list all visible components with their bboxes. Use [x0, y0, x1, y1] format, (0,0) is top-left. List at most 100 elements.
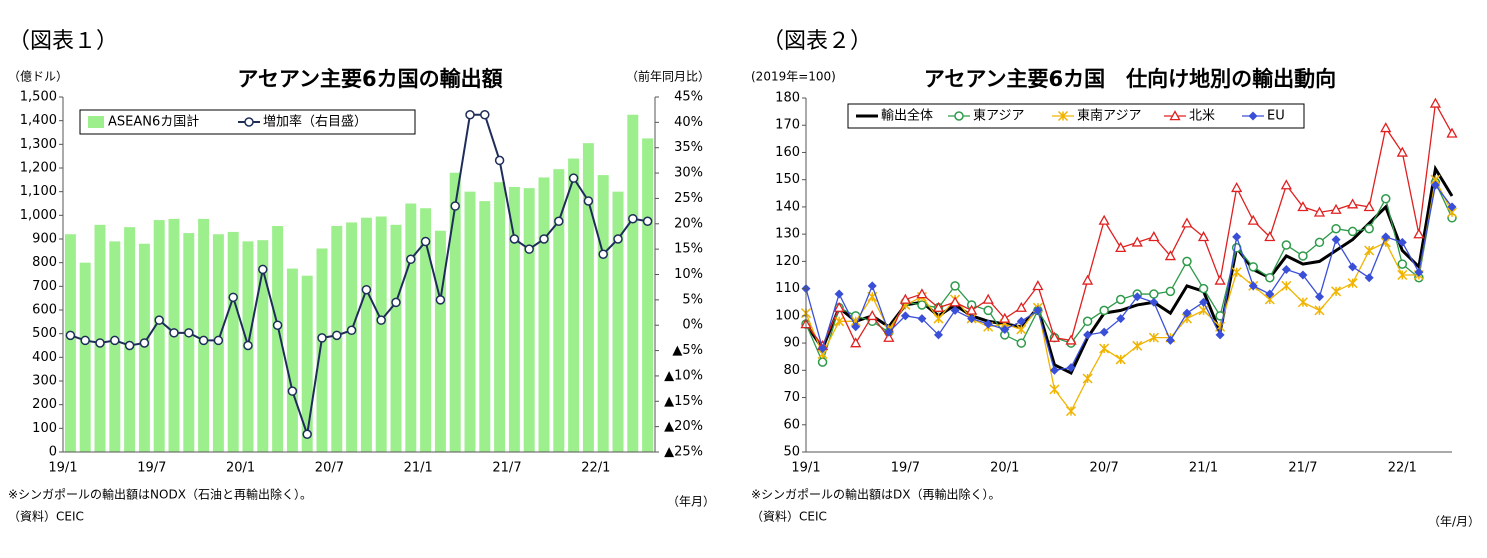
- y-tick-label: 200: [32, 397, 57, 412]
- marker: [1115, 294, 1126, 305]
- marker: [932, 301, 945, 312]
- marker: [258, 264, 268, 275]
- legend-label: 増加率（右目盛）: [263, 114, 367, 130]
- legend-label: 東アジア: [973, 108, 1024, 124]
- y-tick-label: 1,400: [20, 113, 57, 128]
- marker: [583, 196, 594, 206]
- y-tick-label: 800: [32, 255, 57, 270]
- note: ※シンガポールの輸出額はDX（再輸出除く）。: [751, 487, 1001, 502]
- chart-title: アセアン主要6カ国の輸出額: [237, 67, 502, 91]
- marker: [1148, 231, 1160, 242]
- marker: [124, 340, 135, 351]
- bar: [183, 233, 195, 452]
- bar: [597, 175, 609, 452]
- marker: [1099, 327, 1109, 337]
- y2-tick-label: 15%: [674, 242, 703, 257]
- marker: [1314, 292, 1324, 302]
- marker: [1115, 241, 1127, 253]
- marker: [524, 244, 534, 254]
- marker: [1348, 262, 1358, 272]
- y-tick-label: 1,000: [20, 208, 57, 223]
- marker: [598, 249, 608, 259]
- chart-title: アセアン主要6カ国 仕向け地別の輸出動向: [924, 67, 1336, 91]
- marker: [95, 338, 105, 348]
- marker: [1314, 305, 1325, 316]
- y-tick-label: 80: [783, 363, 800, 378]
- marker: [1099, 343, 1110, 354]
- marker: [1116, 314, 1126, 324]
- x-axis-label: （年/月）: [1428, 515, 1480, 529]
- y-tick-label: 130: [775, 227, 800, 242]
- marker: [917, 314, 927, 324]
- marker: [110, 335, 120, 346]
- marker: [244, 117, 254, 127]
- y-tick-label: 1,300: [20, 137, 57, 152]
- y-tick-label: 170: [775, 118, 800, 133]
- marker: [1164, 250, 1177, 261]
- marker: [884, 327, 894, 337]
- x-tick-label: 19/1: [791, 461, 820, 476]
- x-tick-label: 19/1: [48, 461, 77, 476]
- y-tick-label: 900: [32, 232, 57, 247]
- marker: [1065, 334, 1077, 345]
- line: [805, 183, 1453, 372]
- marker: [1182, 256, 1192, 267]
- marker: [1297, 201, 1309, 212]
- marker: [1248, 281, 1258, 291]
- y-tick-label: 1,500: [20, 90, 57, 105]
- marker: [1215, 311, 1225, 321]
- bar: [124, 227, 136, 452]
- legend-box: [847, 103, 1305, 129]
- marker: [1214, 274, 1226, 285]
- marker: [1165, 335, 1175, 345]
- marker: [628, 213, 638, 224]
- marker: [1098, 214, 1110, 225]
- legend-label: 東南アジア: [1077, 108, 1141, 124]
- marker: [1364, 273, 1374, 283]
- marker: [1016, 324, 1027, 335]
- marker: [435, 295, 446, 305]
- x-tick-label: 22/1: [581, 461, 610, 476]
- marker: [1380, 194, 1391, 204]
- marker: [1182, 308, 1192, 318]
- x-tick-label: 20/1: [226, 461, 255, 476]
- line: [805, 101, 1453, 348]
- marker: [934, 330, 944, 340]
- marker: [1265, 289, 1275, 299]
- marker: [1397, 269, 1408, 281]
- plot: [800, 97, 1458, 417]
- marker: [1396, 146, 1408, 157]
- marker: [1347, 226, 1358, 237]
- x-axis-label: （年月）: [667, 495, 715, 509]
- marker: [1298, 270, 1308, 280]
- marker: [1165, 286, 1176, 297]
- bar: [479, 201, 491, 452]
- bar: [153, 220, 165, 452]
- marker: [272, 320, 283, 330]
- bar: [79, 262, 91, 452]
- marker: [139, 338, 150, 348]
- marker: [494, 155, 505, 166]
- marker: [420, 236, 431, 247]
- marker: [883, 331, 895, 342]
- y-tick-label: 1,200: [20, 161, 57, 176]
- x-tick-label: 20/7: [1090, 461, 1119, 476]
- marker: [1082, 373, 1093, 384]
- line: [804, 164, 1454, 376]
- marker: [1330, 203, 1342, 214]
- marker: [1099, 305, 1109, 316]
- marker: [1281, 265, 1291, 275]
- y-tick-label: 140: [775, 199, 800, 214]
- y-axis-label: (2019年=100): [751, 70, 836, 84]
- bar: [420, 208, 432, 452]
- marker: [1331, 235, 1341, 245]
- marker: [613, 234, 623, 244]
- x-tick-label: 20/1: [990, 461, 1019, 476]
- y-tick-label: 150: [775, 172, 800, 187]
- bar: [301, 275, 313, 452]
- marker: [1049, 384, 1060, 395]
- marker: [1231, 267, 1242, 278]
- marker: [317, 333, 327, 343]
- bar: [582, 143, 594, 452]
